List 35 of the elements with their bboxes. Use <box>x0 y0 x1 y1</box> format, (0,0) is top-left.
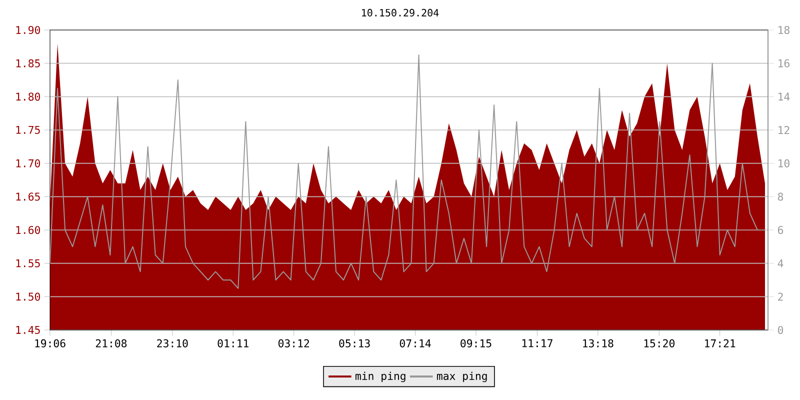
y-tick-label: 1.90 <box>16 26 40 34</box>
y-tick-label: 1.45 <box>16 326 40 334</box>
y2-tick-label: 12 <box>778 126 790 134</box>
y2-tick-label: 10 <box>778 159 790 168</box>
y2-tick-label: 0 <box>778 326 784 334</box>
x-tick-label: 03:12 <box>278 339 309 348</box>
x-tick-label: 23:10 <box>157 339 188 348</box>
x-tick-label: 07:14 <box>400 339 431 348</box>
y-tick-label: 1.50 <box>16 292 40 301</box>
x-tick-label: 13:18 <box>583 339 614 348</box>
y2-tick-label: 18 <box>778 26 790 34</box>
y-tick-label: 1.75 <box>16 126 40 134</box>
x-tick-label: 09:15 <box>460 339 492 348</box>
y-tick-label: 1.80 <box>16 92 40 101</box>
legend-label: max ping <box>436 372 487 382</box>
y2-tick-label: 6 <box>778 226 784 234</box>
y-tick-label: 1.55 <box>16 259 40 268</box>
x-tick-label: 19:06 <box>35 339 66 348</box>
x-tick-label: 11:17 <box>522 339 552 348</box>
legend-label: min ping <box>356 372 406 382</box>
y-tick-label: 1.60 <box>16 226 40 234</box>
y-tick-label: 1.85 <box>16 59 40 68</box>
y-tick-label: 1.65 <box>16 192 40 201</box>
x-tick-label: 15:20 <box>644 339 674 348</box>
x-tick-label: 05:13 <box>339 339 370 348</box>
y2-tick-label: 8 <box>778 192 784 201</box>
y2-tick-label: 2 <box>778 292 783 301</box>
y2-tick-label: 16 <box>778 59 790 68</box>
y2-tick-label: 14 <box>778 92 790 101</box>
x-tick-label: 17:21 <box>705 339 736 348</box>
chart-title: 10.150.29.204 <box>362 8 439 16</box>
y2-tick-label: 4 <box>778 259 784 268</box>
y-tick-label: 1.70 <box>16 159 40 168</box>
x-tick-label: 01:11 <box>218 339 248 348</box>
x-tick-label: 21:08 <box>96 339 127 348</box>
